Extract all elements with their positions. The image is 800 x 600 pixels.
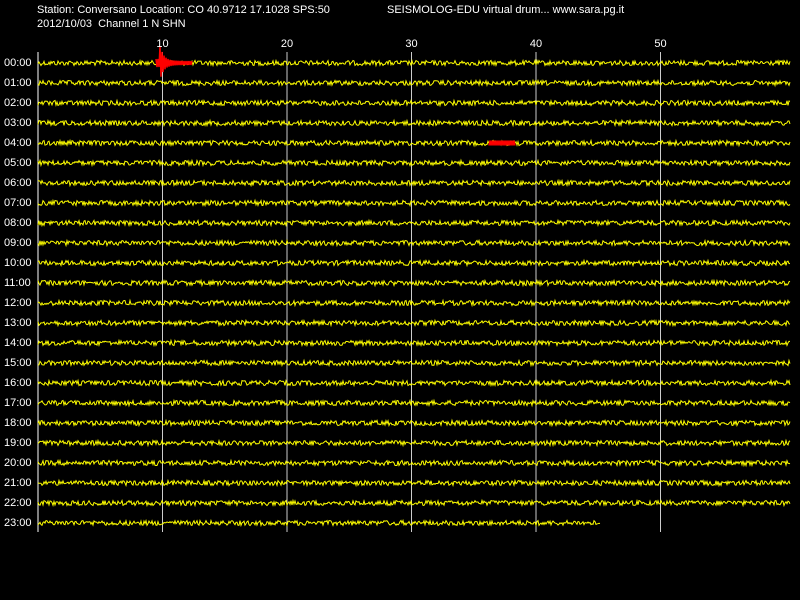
trace — [37, 238, 791, 248]
trace — [37, 418, 791, 428]
hour-label: 13:00 — [4, 317, 32, 329]
trace — [37, 58, 791, 68]
trace — [37, 138, 791, 148]
hour-label: 18:00 — [4, 417, 32, 429]
trace — [37, 478, 791, 488]
hour-label: 11:00 — [4, 277, 31, 289]
hour-label: 20:00 — [4, 457, 32, 469]
trace — [37, 278, 791, 288]
hour-label: 05:00 — [4, 157, 32, 169]
hour-label: 23:00 — [4, 517, 32, 529]
traces — [37, 45, 791, 528]
trace — [37, 398, 791, 408]
trace — [37, 158, 791, 168]
hour-label: 02:00 — [4, 97, 32, 109]
trace — [37, 458, 791, 468]
trace — [37, 438, 791, 448]
trace — [37, 518, 601, 528]
date-channel: 2012/10/03 Channel 1 N SHN — [37, 18, 186, 30]
trace — [37, 318, 791, 328]
hour-label: 00:00 — [4, 57, 32, 69]
trace — [37, 78, 791, 88]
hour-label: 19:00 — [4, 437, 32, 449]
program-info: SEISMOLOG-EDU virtual drum... www.sara.p… — [387, 4, 624, 16]
minute-tick-label: 10 — [156, 38, 168, 50]
hour-label: 17:00 — [4, 397, 32, 409]
trace — [37, 378, 791, 388]
trace — [37, 198, 791, 208]
hour-label: 03:00 — [4, 117, 32, 129]
trace — [37, 298, 791, 308]
event — [488, 140, 516, 146]
trace — [37, 118, 791, 128]
trace — [37, 218, 791, 228]
minute-tick-label: 30 — [405, 38, 417, 50]
hour-label: 04:00 — [4, 137, 32, 149]
labels: 10 20 30 40 50 00:00 01:00 02:00 03:00 04:00 05:00… — [4, 38, 667, 529]
minute-tick-label: 40 — [530, 38, 542, 50]
hour-label: 09:00 — [4, 237, 32, 249]
hour-label: 22:00 — [4, 497, 32, 509]
hour-label: 12:00 — [4, 297, 32, 309]
hour-label: 06:00 — [4, 177, 32, 189]
minute-tick-label: 50 — [654, 38, 666, 50]
grid — [37, 52, 661, 532]
trace — [37, 498, 791, 508]
hour-label: 14:00 — [4, 337, 32, 349]
hour-label: 01:00 — [4, 77, 32, 89]
station-info: Station: Conversano Location: CO 40.9712… — [37, 4, 330, 16]
trace — [37, 358, 791, 368]
hour-label: 07:00 — [4, 197, 32, 209]
hour-label: 15:00 — [4, 357, 32, 369]
hour-label: 16:00 — [4, 377, 32, 389]
trace — [37, 338, 790, 348]
trace — [37, 178, 791, 188]
trace — [37, 98, 791, 108]
hour-label: 21:00 — [4, 477, 32, 489]
minute-tick-label: 20 — [281, 38, 293, 50]
hour-label: 08:00 — [4, 217, 32, 229]
hour-label: 10:00 — [4, 257, 32, 269]
event — [155, 45, 193, 77]
trace — [37, 258, 791, 268]
